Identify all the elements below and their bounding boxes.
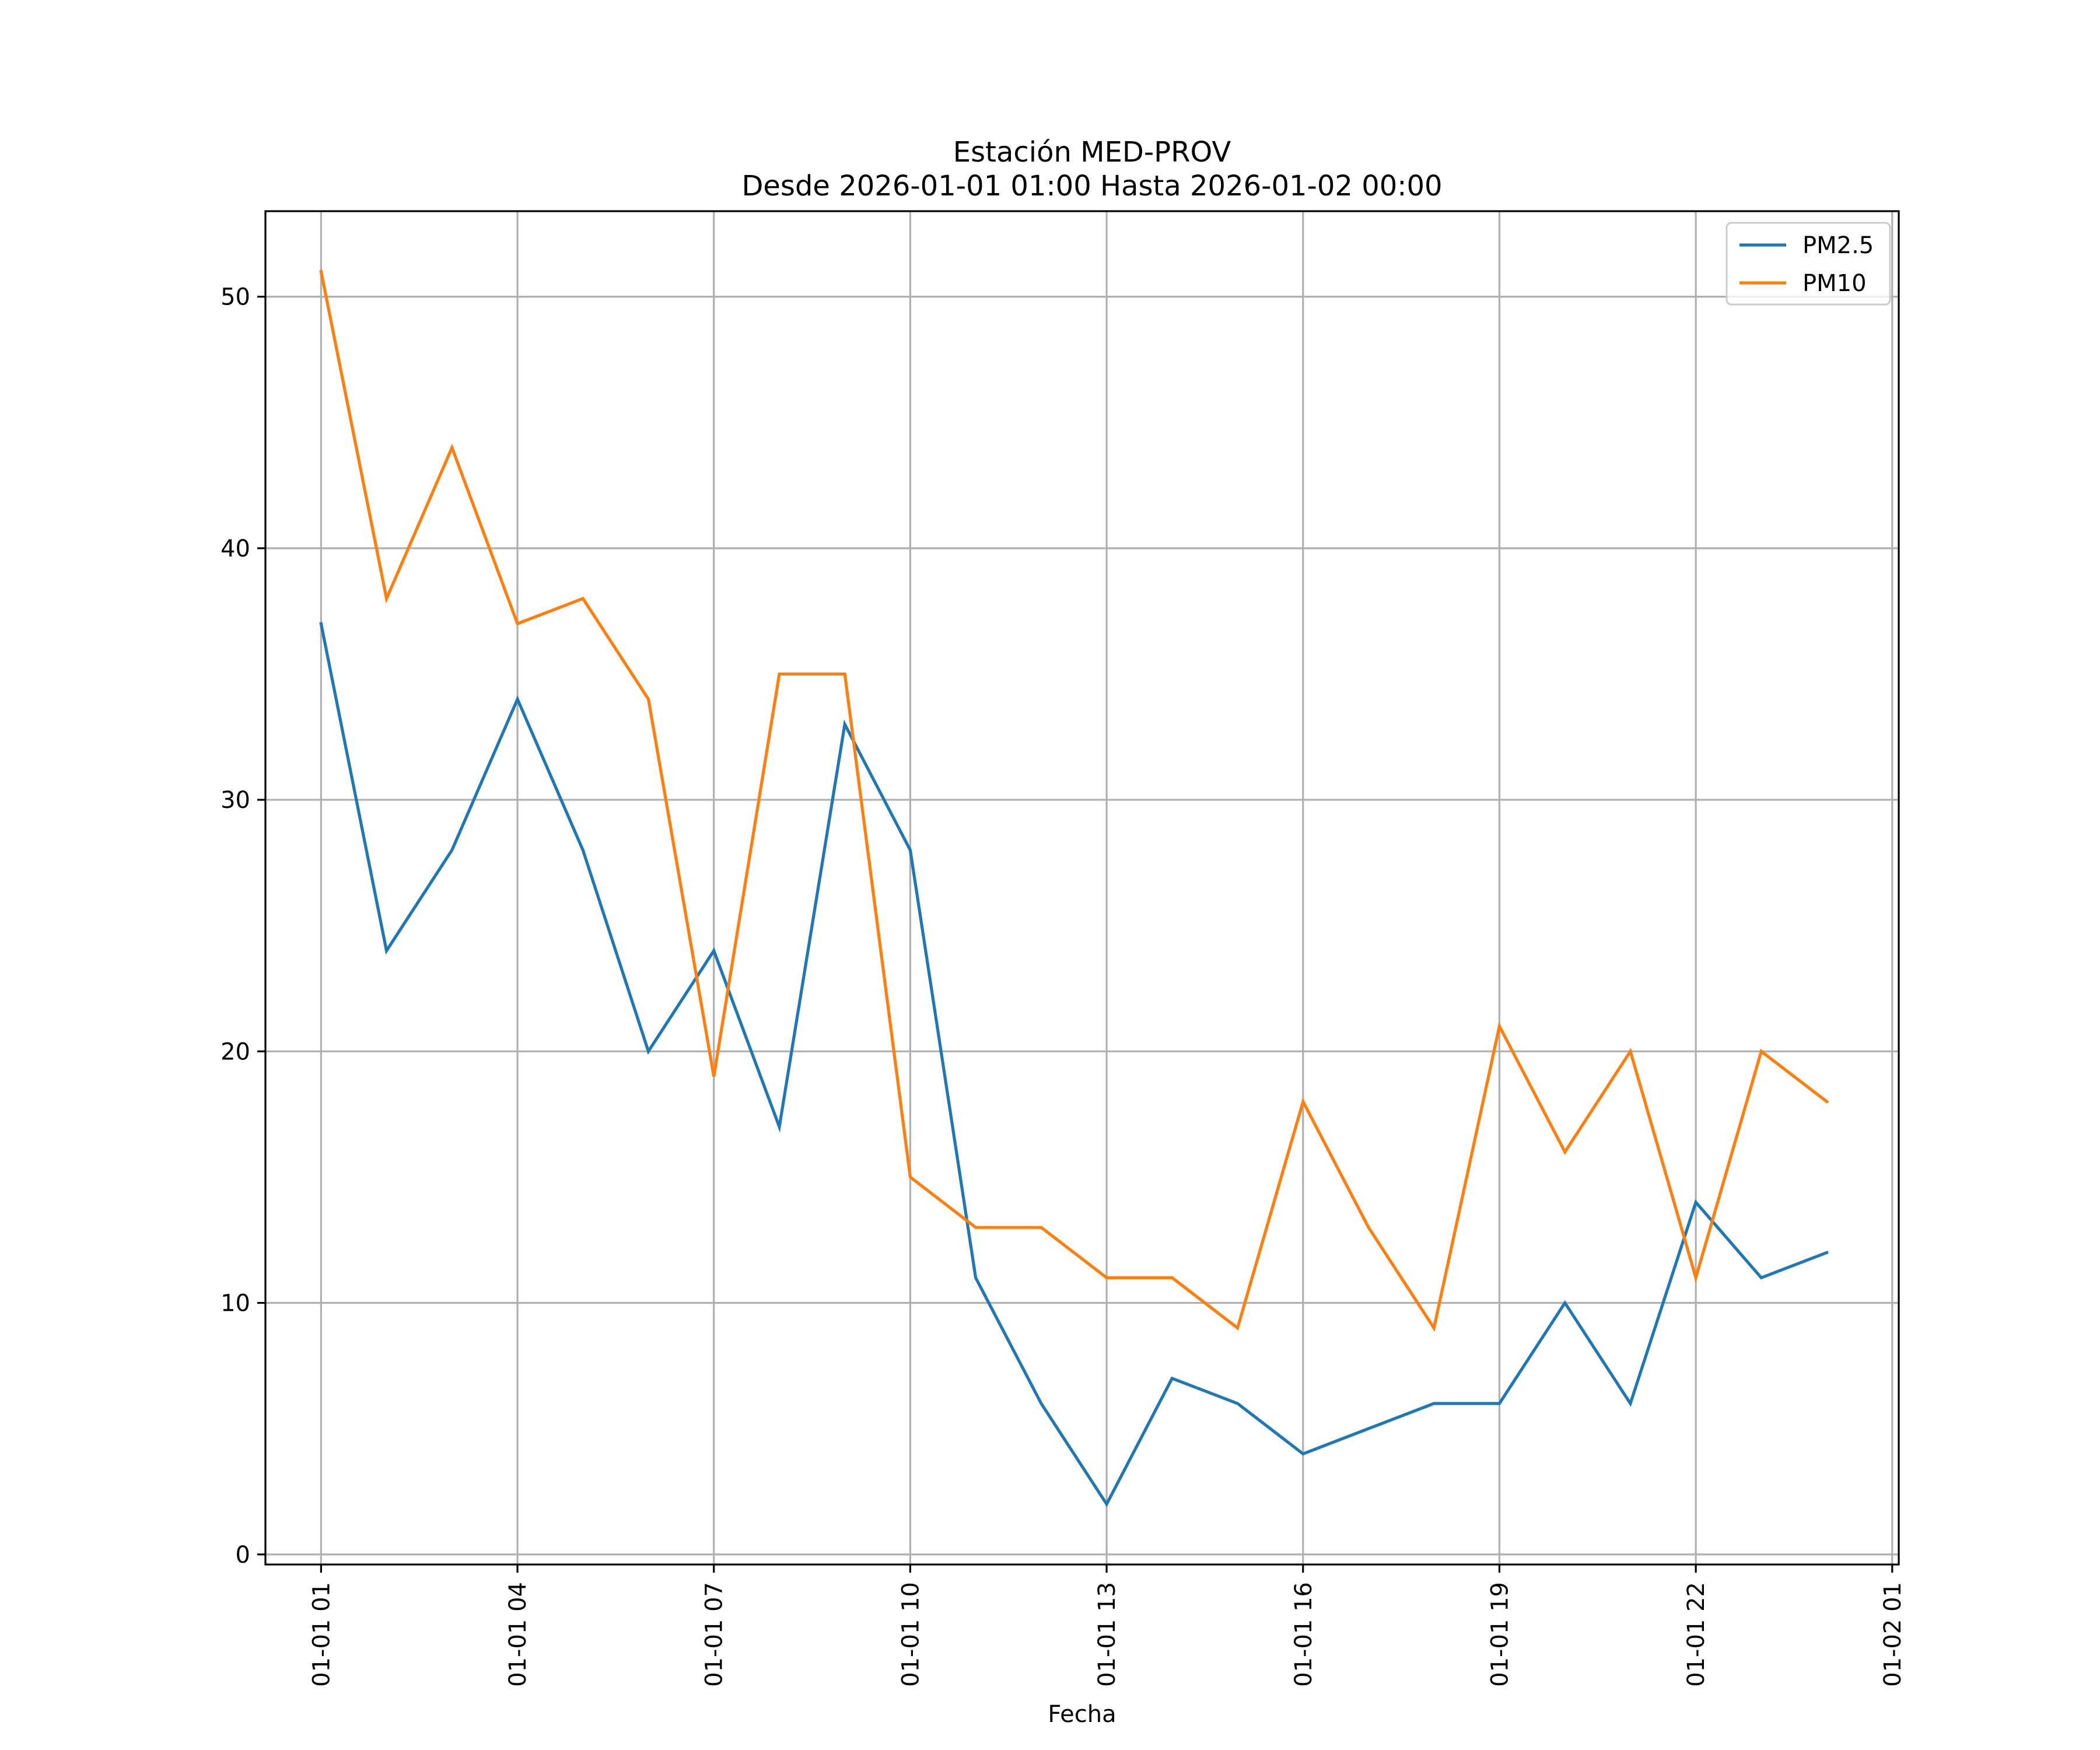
series-lines [319,270,1829,1507]
chart-subtitle: Desde 2026-01-01 01:00 Hasta 2026-01-02 … [741,170,1442,202]
x-tick-label: 01-01 22 [1683,1582,1710,1687]
plot-frame [264,210,1900,1566]
y-tick-label: 10 [220,1290,250,1317]
chart-title: Estación MED-PROV [953,136,1231,169]
series-line-pm2-5 [319,622,1829,1507]
series-line-pm10 [319,270,1829,1332]
x-axis-label: Fecha [1048,1701,1116,1728]
x-tick-label: 01-02 01 [1880,1582,1906,1687]
legend-label: PM2.5 [1803,232,1874,259]
legend-label: PM10 [1803,270,1867,297]
x-axis: 01-01 01 01-01 04 01-01 07 01-01 10 01-01 13… [308,1564,1906,1687]
y-tick-label: 20 [220,1038,250,1065]
x-tick-label: 01-01 16 [1290,1582,1317,1687]
legend: PM2.5 PM10 [1726,222,1891,306]
y-axis: 0 10 20 30 40 50 [220,284,265,1569]
x-tick-label: 01-01 07 [701,1582,728,1687]
x-tick-label: 01-01 10 [897,1582,924,1687]
y-tick-label: 0 [236,1542,250,1569]
x-tick-label: 01-01 13 [1094,1582,1121,1687]
grid-lines [265,211,1899,1564]
y-tick-label: 40 [220,536,250,562]
y-tick-label: 30 [220,787,250,814]
y-tick-label: 50 [220,284,250,311]
x-tick-label: 01-01 19 [1486,1582,1513,1687]
x-tick-label: 01-01 01 [308,1582,335,1687]
x-tick-label: 01-01 04 [505,1582,531,1687]
